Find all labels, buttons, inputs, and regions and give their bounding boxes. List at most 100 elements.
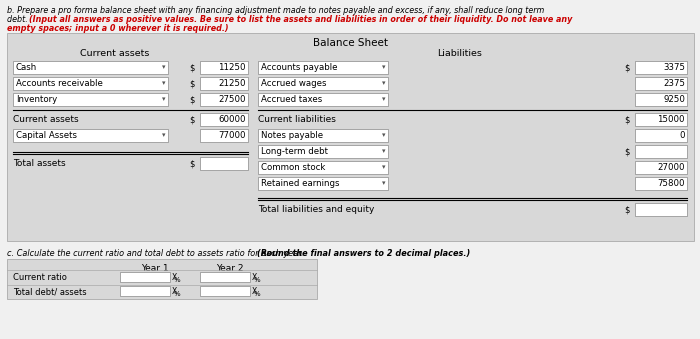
Text: ▾: ▾ xyxy=(382,148,386,155)
Text: $: $ xyxy=(190,63,195,72)
FancyBboxPatch shape xyxy=(635,93,687,106)
Text: ▾: ▾ xyxy=(162,133,166,139)
Text: $: $ xyxy=(624,115,630,124)
Text: (Input all answers as positive values. Be sure to list the assets and liabilitie: (Input all answers as positive values. B… xyxy=(29,15,573,24)
Text: X: X xyxy=(172,273,177,281)
Text: X: X xyxy=(172,286,177,296)
FancyBboxPatch shape xyxy=(200,77,248,90)
FancyBboxPatch shape xyxy=(13,77,168,90)
Text: Accrued taxes: Accrued taxes xyxy=(261,95,322,104)
Text: Accounts payable: Accounts payable xyxy=(261,63,337,72)
Text: 77000: 77000 xyxy=(218,131,246,140)
Text: $: $ xyxy=(190,159,195,168)
Text: 0: 0 xyxy=(680,131,685,140)
Text: Common stock: Common stock xyxy=(261,163,326,172)
Text: b. Prepare a pro forma balance sheet with any financing adjustment made to notes: b. Prepare a pro forma balance sheet wit… xyxy=(7,6,545,15)
FancyBboxPatch shape xyxy=(635,77,687,90)
Text: 11250: 11250 xyxy=(218,63,246,72)
Text: ▾: ▾ xyxy=(162,80,166,86)
FancyBboxPatch shape xyxy=(7,33,694,241)
FancyBboxPatch shape xyxy=(200,61,248,74)
Text: c. Calculate the current ratio and total debt to assets ratio for each year.: c. Calculate the current ratio and total… xyxy=(7,249,306,258)
Text: Accrued wages: Accrued wages xyxy=(261,79,326,88)
FancyBboxPatch shape xyxy=(200,157,248,170)
Text: ▾: ▾ xyxy=(382,97,386,102)
FancyBboxPatch shape xyxy=(258,161,388,174)
Text: $: $ xyxy=(624,63,630,72)
Text: ▾: ▾ xyxy=(162,64,166,71)
Text: ▾: ▾ xyxy=(382,80,386,86)
Text: Notes payable: Notes payable xyxy=(261,131,323,140)
Text: Retained earnings: Retained earnings xyxy=(261,179,340,188)
Text: 27000: 27000 xyxy=(657,163,685,172)
Text: Current ratio: Current ratio xyxy=(13,274,67,282)
Text: 3375: 3375 xyxy=(663,63,685,72)
Text: Year 2: Year 2 xyxy=(216,264,244,273)
FancyBboxPatch shape xyxy=(635,177,687,190)
Text: Current liabilities: Current liabilities xyxy=(258,115,336,124)
Text: $: $ xyxy=(190,95,195,104)
FancyBboxPatch shape xyxy=(200,129,248,142)
FancyBboxPatch shape xyxy=(635,129,687,142)
Text: 2375: 2375 xyxy=(663,79,685,88)
Text: Year 1: Year 1 xyxy=(141,264,169,273)
Text: $: $ xyxy=(624,205,630,214)
Text: Current assets: Current assets xyxy=(80,49,150,58)
Text: %: % xyxy=(254,291,260,297)
Text: Accounts receivable: Accounts receivable xyxy=(16,79,103,88)
Text: Total debt/ assets: Total debt/ assets xyxy=(13,287,87,297)
FancyBboxPatch shape xyxy=(7,259,317,299)
Text: %: % xyxy=(254,277,260,283)
Text: 75800: 75800 xyxy=(657,179,685,188)
FancyBboxPatch shape xyxy=(258,61,388,74)
Text: ▾: ▾ xyxy=(382,180,386,186)
Text: Balance Sheet: Balance Sheet xyxy=(313,38,388,48)
Text: ▾: ▾ xyxy=(162,97,166,102)
FancyBboxPatch shape xyxy=(13,61,168,74)
Text: X: X xyxy=(252,286,258,296)
Text: Current assets: Current assets xyxy=(13,115,78,124)
Text: Long-term debt: Long-term debt xyxy=(261,147,328,156)
Text: 21250: 21250 xyxy=(218,79,246,88)
FancyBboxPatch shape xyxy=(200,93,248,106)
Text: $: $ xyxy=(624,147,630,156)
Text: X: X xyxy=(252,273,258,281)
FancyBboxPatch shape xyxy=(258,93,388,106)
Text: ▾: ▾ xyxy=(382,164,386,171)
FancyBboxPatch shape xyxy=(120,272,170,282)
Text: 60000: 60000 xyxy=(218,115,246,124)
Text: 9250: 9250 xyxy=(663,95,685,104)
FancyBboxPatch shape xyxy=(200,113,248,126)
FancyBboxPatch shape xyxy=(200,272,250,282)
Text: %: % xyxy=(174,277,181,283)
FancyBboxPatch shape xyxy=(635,203,687,216)
FancyBboxPatch shape xyxy=(120,286,170,296)
Text: 27500: 27500 xyxy=(218,95,246,104)
FancyBboxPatch shape xyxy=(635,61,687,74)
FancyBboxPatch shape xyxy=(13,93,168,106)
Text: empty spaces; input a 0 wherever it is required.): empty spaces; input a 0 wherever it is r… xyxy=(7,24,228,33)
Text: Total assets: Total assets xyxy=(13,159,66,168)
Text: %: % xyxy=(174,291,181,297)
Text: debt.: debt. xyxy=(7,15,30,24)
FancyBboxPatch shape xyxy=(635,161,687,174)
Text: ▾: ▾ xyxy=(382,64,386,71)
Text: $: $ xyxy=(190,79,195,88)
Text: ▾: ▾ xyxy=(382,133,386,139)
Text: (Round the final answers to 2 decimal places.): (Round the final answers to 2 decimal pl… xyxy=(258,249,470,258)
Text: $: $ xyxy=(190,115,195,124)
FancyBboxPatch shape xyxy=(258,145,388,158)
FancyBboxPatch shape xyxy=(258,177,388,190)
FancyBboxPatch shape xyxy=(258,77,388,90)
FancyBboxPatch shape xyxy=(258,129,388,142)
FancyBboxPatch shape xyxy=(13,129,168,142)
Text: Capital Assets: Capital Assets xyxy=(16,131,77,140)
Text: 15000: 15000 xyxy=(657,115,685,124)
Text: Total liabilities and equity: Total liabilities and equity xyxy=(258,205,375,214)
FancyBboxPatch shape xyxy=(635,113,687,126)
Text: Liabilities: Liabilities xyxy=(438,49,482,58)
Text: Cash: Cash xyxy=(16,63,37,72)
FancyBboxPatch shape xyxy=(200,286,250,296)
FancyBboxPatch shape xyxy=(635,145,687,158)
Text: Inventory: Inventory xyxy=(16,95,57,104)
